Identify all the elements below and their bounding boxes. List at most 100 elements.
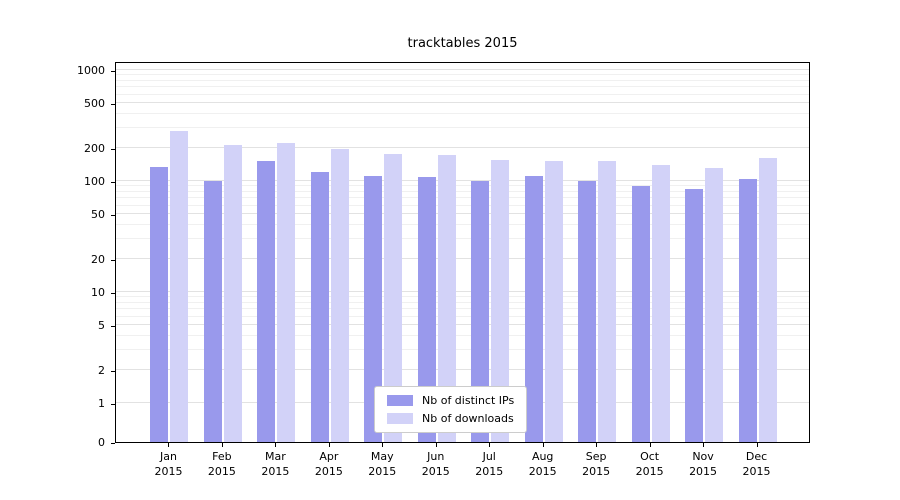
y-tick-mark xyxy=(111,104,115,106)
y-tick-mark xyxy=(111,404,115,406)
bar-distinct-ips-apr xyxy=(310,172,329,442)
gridline-minor xyxy=(116,315,809,317)
gridline-minor xyxy=(116,190,809,192)
x-tick-mark xyxy=(542,443,544,447)
gridline-major xyxy=(116,368,809,370)
bar-distinct-ips-mar xyxy=(257,161,276,442)
x-tick-mark xyxy=(221,443,223,447)
y-tick-mark xyxy=(111,70,115,72)
y-tick-label: 500 xyxy=(84,97,105,111)
x-tick-mark xyxy=(435,443,437,447)
gridline-major xyxy=(116,68,809,70)
x-tick-mark xyxy=(596,443,598,447)
x-tick-month: Jun xyxy=(427,450,445,463)
plot-area: Nb of distinct IPs Nb of downloads xyxy=(115,62,810,443)
gridline-minor xyxy=(116,185,809,187)
bar-distinct-ips-feb xyxy=(203,180,222,442)
gridline-major xyxy=(116,102,809,104)
y-tick-label: 1 xyxy=(98,397,105,411)
x-tick-month: Nov xyxy=(692,450,714,463)
x-tick-month: May xyxy=(370,450,394,463)
bar-downloads-dec xyxy=(758,158,777,442)
y-tick-label: 100 xyxy=(84,174,105,188)
x-tick-year: 2015 xyxy=(154,465,183,479)
bar-distinct-ips-oct xyxy=(631,186,650,442)
gridline-minor xyxy=(116,126,809,128)
y-tick-label: 200 xyxy=(84,141,105,155)
x-tick-year: 2015 xyxy=(582,465,611,479)
legend-item-downloads: Nb of downloads xyxy=(387,412,514,425)
gridline-minor xyxy=(116,224,809,226)
x-tick-month: Jul xyxy=(482,450,496,463)
y-tick-label: 1000 xyxy=(77,63,105,77)
x-tick-label: Sep 2015 xyxy=(561,449,631,480)
x-tick-mark xyxy=(703,443,705,447)
bar-distinct-ips-dec xyxy=(738,178,757,442)
y-tick-mark xyxy=(111,148,115,150)
gridline-minor xyxy=(116,308,809,310)
x-tick-mark xyxy=(328,443,330,447)
y-tick-label: 5 xyxy=(98,319,105,333)
x-tick-mark xyxy=(489,443,491,447)
x-tick-month: Aug xyxy=(531,450,554,463)
x-tick-month: Jan xyxy=(159,450,177,463)
gridline-minor xyxy=(116,349,809,351)
bar-downloads-jul xyxy=(491,159,510,442)
legend-swatch-distinct-ips xyxy=(387,395,413,406)
gridline-major xyxy=(116,324,809,326)
bar-distinct-ips-aug xyxy=(524,176,543,442)
gridline-minor xyxy=(116,335,809,337)
bar-downloads-aug xyxy=(544,161,563,442)
x-tick-mark xyxy=(275,443,277,447)
y-tick-mark xyxy=(111,370,115,372)
x-tick-month: Sep xyxy=(585,450,607,463)
y-tick-label: 2 xyxy=(98,363,105,377)
gridline-major xyxy=(116,257,809,259)
x-tick-year: 2015 xyxy=(475,465,504,479)
gridline-minor xyxy=(116,93,809,95)
y-tick-mark xyxy=(111,443,115,444)
legend-swatch-downloads xyxy=(387,413,413,424)
y-tick-label: 20 xyxy=(91,252,105,266)
gridline-minor xyxy=(116,204,809,206)
bar-distinct-ips-jul xyxy=(471,180,490,442)
x-tick-year: 2015 xyxy=(528,465,557,479)
bar-downloads-jan xyxy=(170,131,189,442)
bar-distinct-ips-may xyxy=(364,175,383,442)
legend-item-distinct-ips: Nb of distinct IPs xyxy=(387,394,514,407)
x-tick-label: Jun 2015 xyxy=(401,449,471,480)
x-tick-label: May 2015 xyxy=(347,449,417,480)
x-tick-mark xyxy=(168,443,170,447)
y-tick-label: 0 xyxy=(98,436,105,449)
x-tick-year: 2015 xyxy=(689,465,718,479)
y-tick-mark xyxy=(111,326,115,328)
bar-downloads-apr xyxy=(330,148,349,442)
y-tick-mark xyxy=(111,215,115,217)
bar-distinct-ips-sep xyxy=(578,180,597,442)
y-tick-mark xyxy=(111,293,115,295)
gridline-minor xyxy=(116,296,809,298)
x-tick-month: Mar xyxy=(264,450,286,463)
bar-downloads-feb xyxy=(223,145,242,442)
bar-downloads-oct xyxy=(651,165,670,442)
y-tick-mark xyxy=(111,259,115,261)
x-tick-month: Feb xyxy=(212,450,232,463)
y-tick-label: 10 xyxy=(91,286,105,300)
legend-label-downloads: Nb of downloads xyxy=(422,412,514,425)
bar-downloads-sep xyxy=(598,160,617,442)
chart-title: tracktables 2015 xyxy=(407,36,518,51)
x-tick-label: Feb 2015 xyxy=(187,449,257,480)
gridline-minor xyxy=(116,238,809,240)
x-tick-label: Jan 2015 xyxy=(133,449,203,480)
bar-downloads-may xyxy=(384,153,403,442)
x-tick-year: 2015 xyxy=(261,465,290,479)
x-tick-month: Apr xyxy=(319,450,339,463)
x-tick-year: 2015 xyxy=(635,465,664,479)
gridline-major xyxy=(116,179,809,181)
gridline-major xyxy=(116,146,809,148)
x-tick-year: 2015 xyxy=(421,465,450,479)
bar-downloads-nov xyxy=(705,168,724,442)
bars-layer xyxy=(116,63,809,442)
gridline-minor xyxy=(116,113,809,115)
